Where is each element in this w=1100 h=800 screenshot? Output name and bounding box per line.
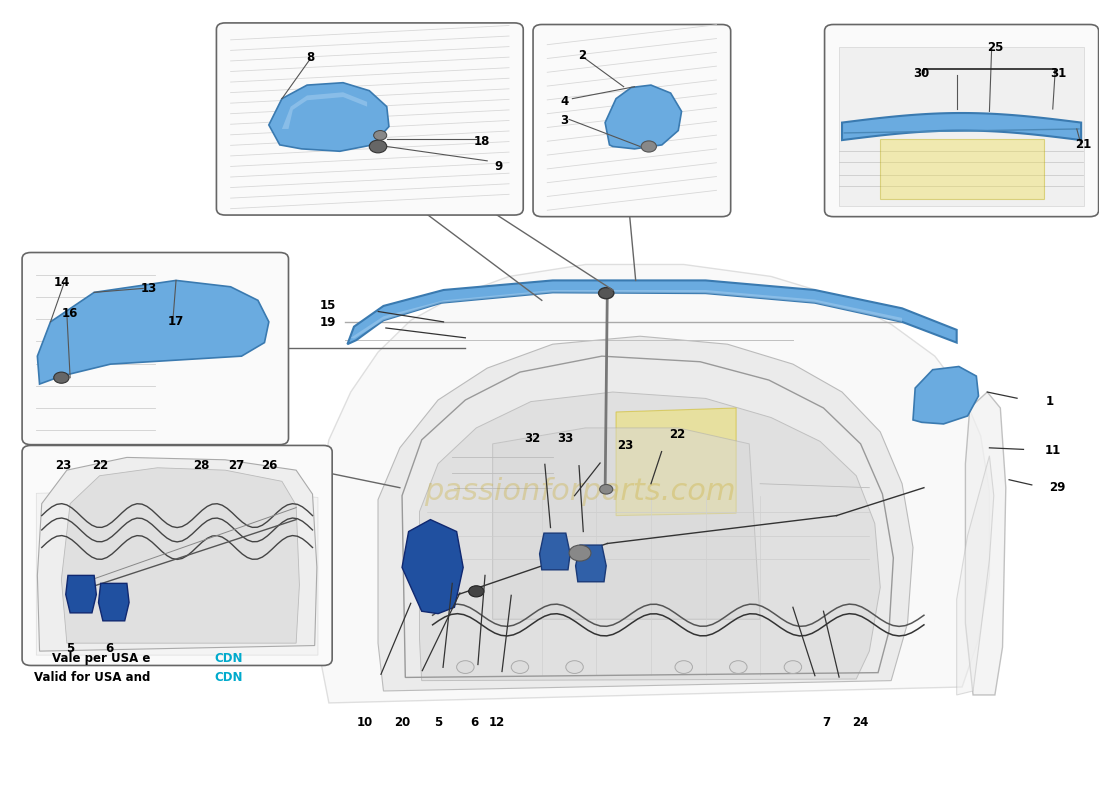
Polygon shape [99, 583, 129, 621]
Circle shape [641, 141, 657, 152]
Text: 5: 5 [433, 715, 442, 729]
FancyBboxPatch shape [534, 25, 730, 217]
Text: 23: 23 [55, 459, 72, 472]
Polygon shape [913, 366, 979, 424]
Polygon shape [880, 138, 1044, 199]
Polygon shape [957, 456, 993, 695]
Text: Vale per USA e: Vale per USA e [52, 652, 154, 665]
Text: 9: 9 [494, 160, 503, 173]
FancyBboxPatch shape [22, 446, 332, 666]
Circle shape [598, 287, 614, 298]
Text: 13: 13 [141, 282, 157, 295]
Circle shape [54, 372, 69, 383]
Text: 29: 29 [1049, 481, 1065, 494]
Polygon shape [282, 92, 367, 129]
Text: 8: 8 [306, 50, 315, 64]
Circle shape [374, 130, 387, 140]
Polygon shape [575, 545, 606, 582]
Polygon shape [318, 265, 989, 703]
Text: 28: 28 [192, 459, 209, 472]
Circle shape [512, 661, 529, 674]
Polygon shape [378, 336, 913, 691]
Circle shape [370, 140, 387, 153]
Circle shape [600, 485, 613, 494]
Polygon shape [37, 281, 268, 384]
Text: 32: 32 [524, 432, 540, 445]
Text: 7: 7 [823, 715, 830, 729]
Text: 12: 12 [488, 715, 505, 729]
Polygon shape [348, 281, 957, 344]
Polygon shape [402, 519, 463, 614]
Text: 2: 2 [579, 49, 586, 62]
Text: 16: 16 [62, 307, 78, 321]
Polygon shape [842, 113, 1081, 140]
Text: 10: 10 [356, 715, 373, 729]
Polygon shape [616, 408, 736, 515]
Text: 22: 22 [92, 459, 109, 472]
Text: CDN: CDN [214, 652, 243, 665]
Polygon shape [419, 392, 880, 681]
Polygon shape [605, 85, 682, 149]
Circle shape [565, 661, 583, 674]
Text: 3: 3 [561, 114, 569, 127]
Text: passionforparts.com: passionforparts.com [425, 477, 736, 506]
Text: 14: 14 [53, 276, 69, 290]
Circle shape [729, 661, 747, 674]
Polygon shape [493, 428, 760, 619]
Text: 27: 27 [228, 459, 244, 472]
Text: 33: 33 [558, 432, 574, 445]
Circle shape [569, 545, 591, 561]
Text: 23: 23 [617, 439, 632, 452]
Polygon shape [37, 458, 317, 651]
Circle shape [469, 586, 484, 597]
Text: 17: 17 [168, 315, 184, 328]
Text: 22: 22 [669, 428, 685, 441]
Circle shape [456, 661, 474, 674]
Text: 4: 4 [561, 94, 569, 107]
Text: 19: 19 [320, 316, 336, 329]
Polygon shape [268, 82, 389, 151]
Circle shape [675, 661, 693, 674]
Text: CDN: CDN [214, 671, 243, 684]
Polygon shape [66, 575, 97, 613]
Text: 1: 1 [1045, 395, 1054, 408]
Circle shape [784, 661, 802, 674]
Polygon shape [966, 392, 1005, 695]
Text: 15: 15 [320, 299, 336, 313]
Polygon shape [62, 468, 299, 643]
Text: 20: 20 [394, 715, 410, 729]
Text: 6: 6 [470, 715, 478, 729]
Text: 31: 31 [1050, 66, 1066, 80]
Polygon shape [36, 489, 318, 655]
Text: 11: 11 [1045, 444, 1060, 457]
Text: 25: 25 [987, 41, 1003, 54]
FancyBboxPatch shape [22, 253, 288, 445]
Polygon shape [839, 47, 1085, 206]
Text: 18: 18 [474, 135, 490, 148]
FancyBboxPatch shape [825, 25, 1099, 217]
FancyBboxPatch shape [217, 23, 524, 215]
Polygon shape [351, 290, 902, 338]
Text: 30: 30 [914, 66, 929, 80]
Text: 21: 21 [1075, 138, 1091, 151]
Text: Valid for USA and: Valid for USA and [34, 671, 154, 684]
Text: 6: 6 [106, 642, 113, 655]
Polygon shape [540, 533, 570, 570]
Text: 26: 26 [261, 459, 277, 472]
Text: 5: 5 [66, 642, 75, 655]
Text: 24: 24 [852, 715, 869, 729]
